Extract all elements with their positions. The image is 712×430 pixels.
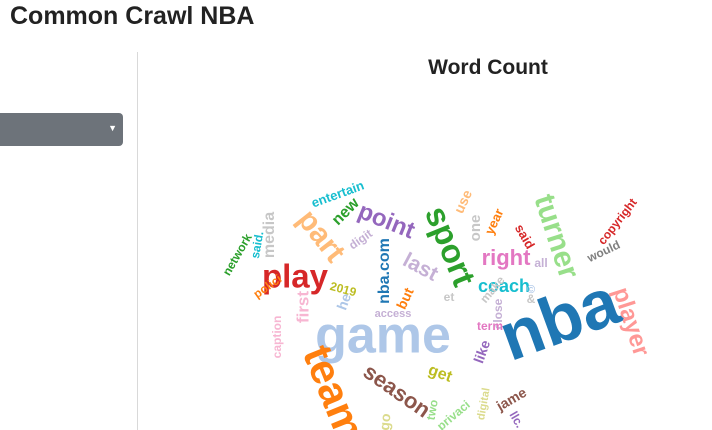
word-coach-12: coach	[478, 276, 530, 296]
word-said-41: said.	[248, 230, 267, 259]
word-jame-30: jame	[493, 384, 530, 414]
word-symbol-47: ©	[527, 284, 535, 296]
word-two-35: two	[423, 398, 440, 421]
word-he-43: he	[333, 291, 354, 312]
word-one-17: one	[467, 215, 484, 242]
sidebar-divider	[137, 52, 138, 430]
chart-title: Word Count	[428, 56, 548, 79]
word-get-16: get	[426, 362, 455, 386]
word-digital-33: digital	[475, 387, 492, 421]
word-digit-32: digit	[346, 226, 375, 252]
word-term-29: term	[477, 319, 503, 333]
word-caption-38: caption	[270, 316, 284, 359]
main-panel: Word Count nba game team play sport part turne…	[138, 52, 712, 430]
word-et-45: et	[444, 290, 455, 304]
app-title: Common Crawl NBA	[10, 2, 255, 30]
word-year-23: year	[482, 206, 507, 237]
word-symbol-46: &	[527, 292, 536, 306]
word-like-28: like	[470, 338, 493, 366]
category-dropdown[interactable]: ▼	[0, 113, 123, 146]
word-nba-com-13: nba.com	[376, 238, 393, 304]
word-go-36: go	[376, 413, 393, 430]
word-llc-31: llc.	[506, 409, 526, 430]
word-right-10: right	[482, 245, 532, 270]
word-2019-42: 2019	[329, 279, 359, 300]
sidebar	[0, 52, 137, 430]
word-use-22: use	[450, 187, 475, 216]
word-play-3: play	[262, 258, 329, 295]
word-first-15: first	[293, 291, 312, 323]
word-media-14: media	[261, 212, 278, 258]
word-access-37: access	[375, 308, 412, 320]
word-game-1: game	[315, 307, 451, 365]
word-close-27: close	[491, 298, 505, 329]
word-all-25: all	[534, 256, 547, 270]
caret-down-icon: ▼	[108, 123, 117, 133]
